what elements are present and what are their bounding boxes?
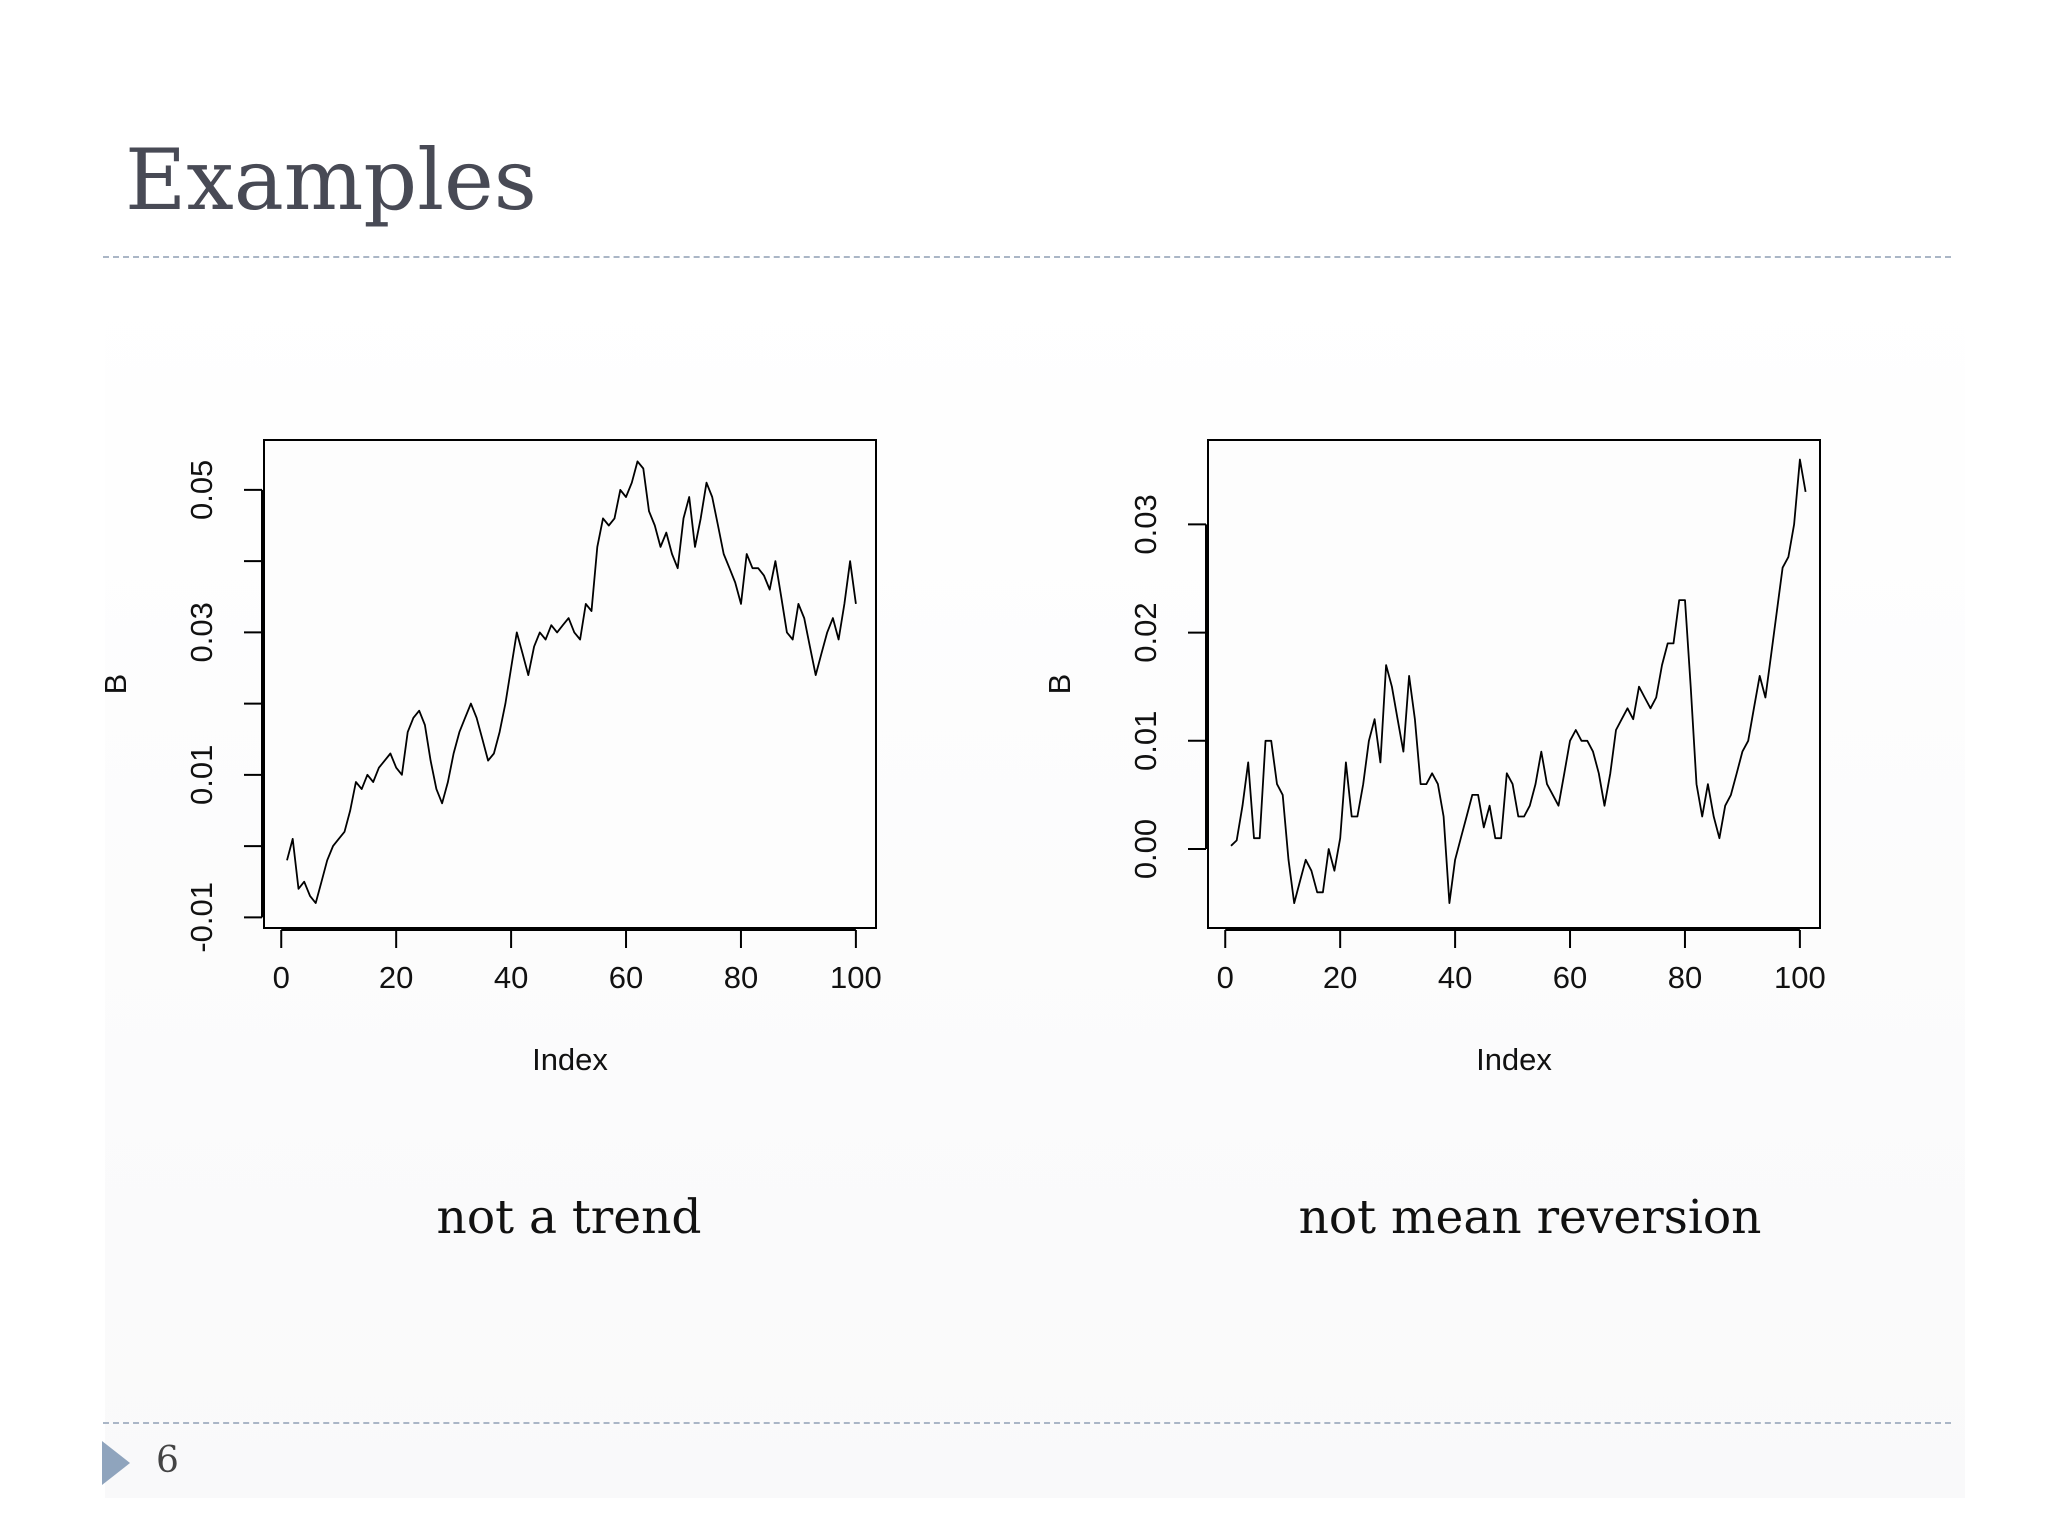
plot-frame <box>263 439 877 929</box>
chart-right: 0 20 40 60 80 100 0.00 0.01 0.02 0.03 Index B <box>1042 439 1826 1077</box>
caption-right: not mean reversion <box>1298 1190 1762 1245</box>
x-tick-label: 0 <box>1217 960 1234 995</box>
x-tick-label: 0 <box>273 960 290 995</box>
y-tick-label: 0.05 <box>184 460 219 520</box>
y-tick-label: 0.03 <box>184 602 219 662</box>
y-tick-label: 0.01 <box>184 745 219 805</box>
series-line <box>1230 458 1807 905</box>
x-tick-label: 40 <box>494 960 528 995</box>
footer-divider <box>103 1422 1951 1424</box>
slide-title: Examples <box>125 131 537 229</box>
x-tick-label: 80 <box>1668 960 1702 995</box>
x-tick-label: 80 <box>724 960 758 995</box>
title-divider <box>103 256 1951 258</box>
triangle-right-icon <box>102 1441 130 1485</box>
x-tick-label: 60 <box>609 960 643 995</box>
y-tick-label: 0.02 <box>1128 602 1163 662</box>
y-axis-title: B <box>1042 674 1077 695</box>
x-tick-label: 20 <box>1323 960 1357 995</box>
series-line <box>286 460 857 905</box>
x-axis-title: Index <box>1476 1042 1552 1077</box>
y-tick-label: 0.00 <box>1128 819 1163 879</box>
y-tick-label: 0.01 <box>1128 711 1163 771</box>
y-tick-label: -0.01 <box>184 882 219 953</box>
x-tick-label: 20 <box>379 960 413 995</box>
y-tick-label: 0.03 <box>1128 494 1163 554</box>
x-tick-label: 100 <box>1774 960 1826 995</box>
x-axis-title: Index <box>532 1042 608 1077</box>
plot-frame <box>1207 439 1821 929</box>
x-tick-label: 40 <box>1438 960 1472 995</box>
x-tick-label: 60 <box>1553 960 1587 995</box>
caption-left: not a trend <box>436 1190 702 1245</box>
page-number: 6 <box>156 1440 179 1481</box>
chart-left: 0 20 40 60 80 100 -0.01 0.01 0.03 0.05 Index B <box>98 439 882 1077</box>
y-axis-title: B <box>98 674 133 695</box>
x-tick-label: 100 <box>830 960 882 995</box>
